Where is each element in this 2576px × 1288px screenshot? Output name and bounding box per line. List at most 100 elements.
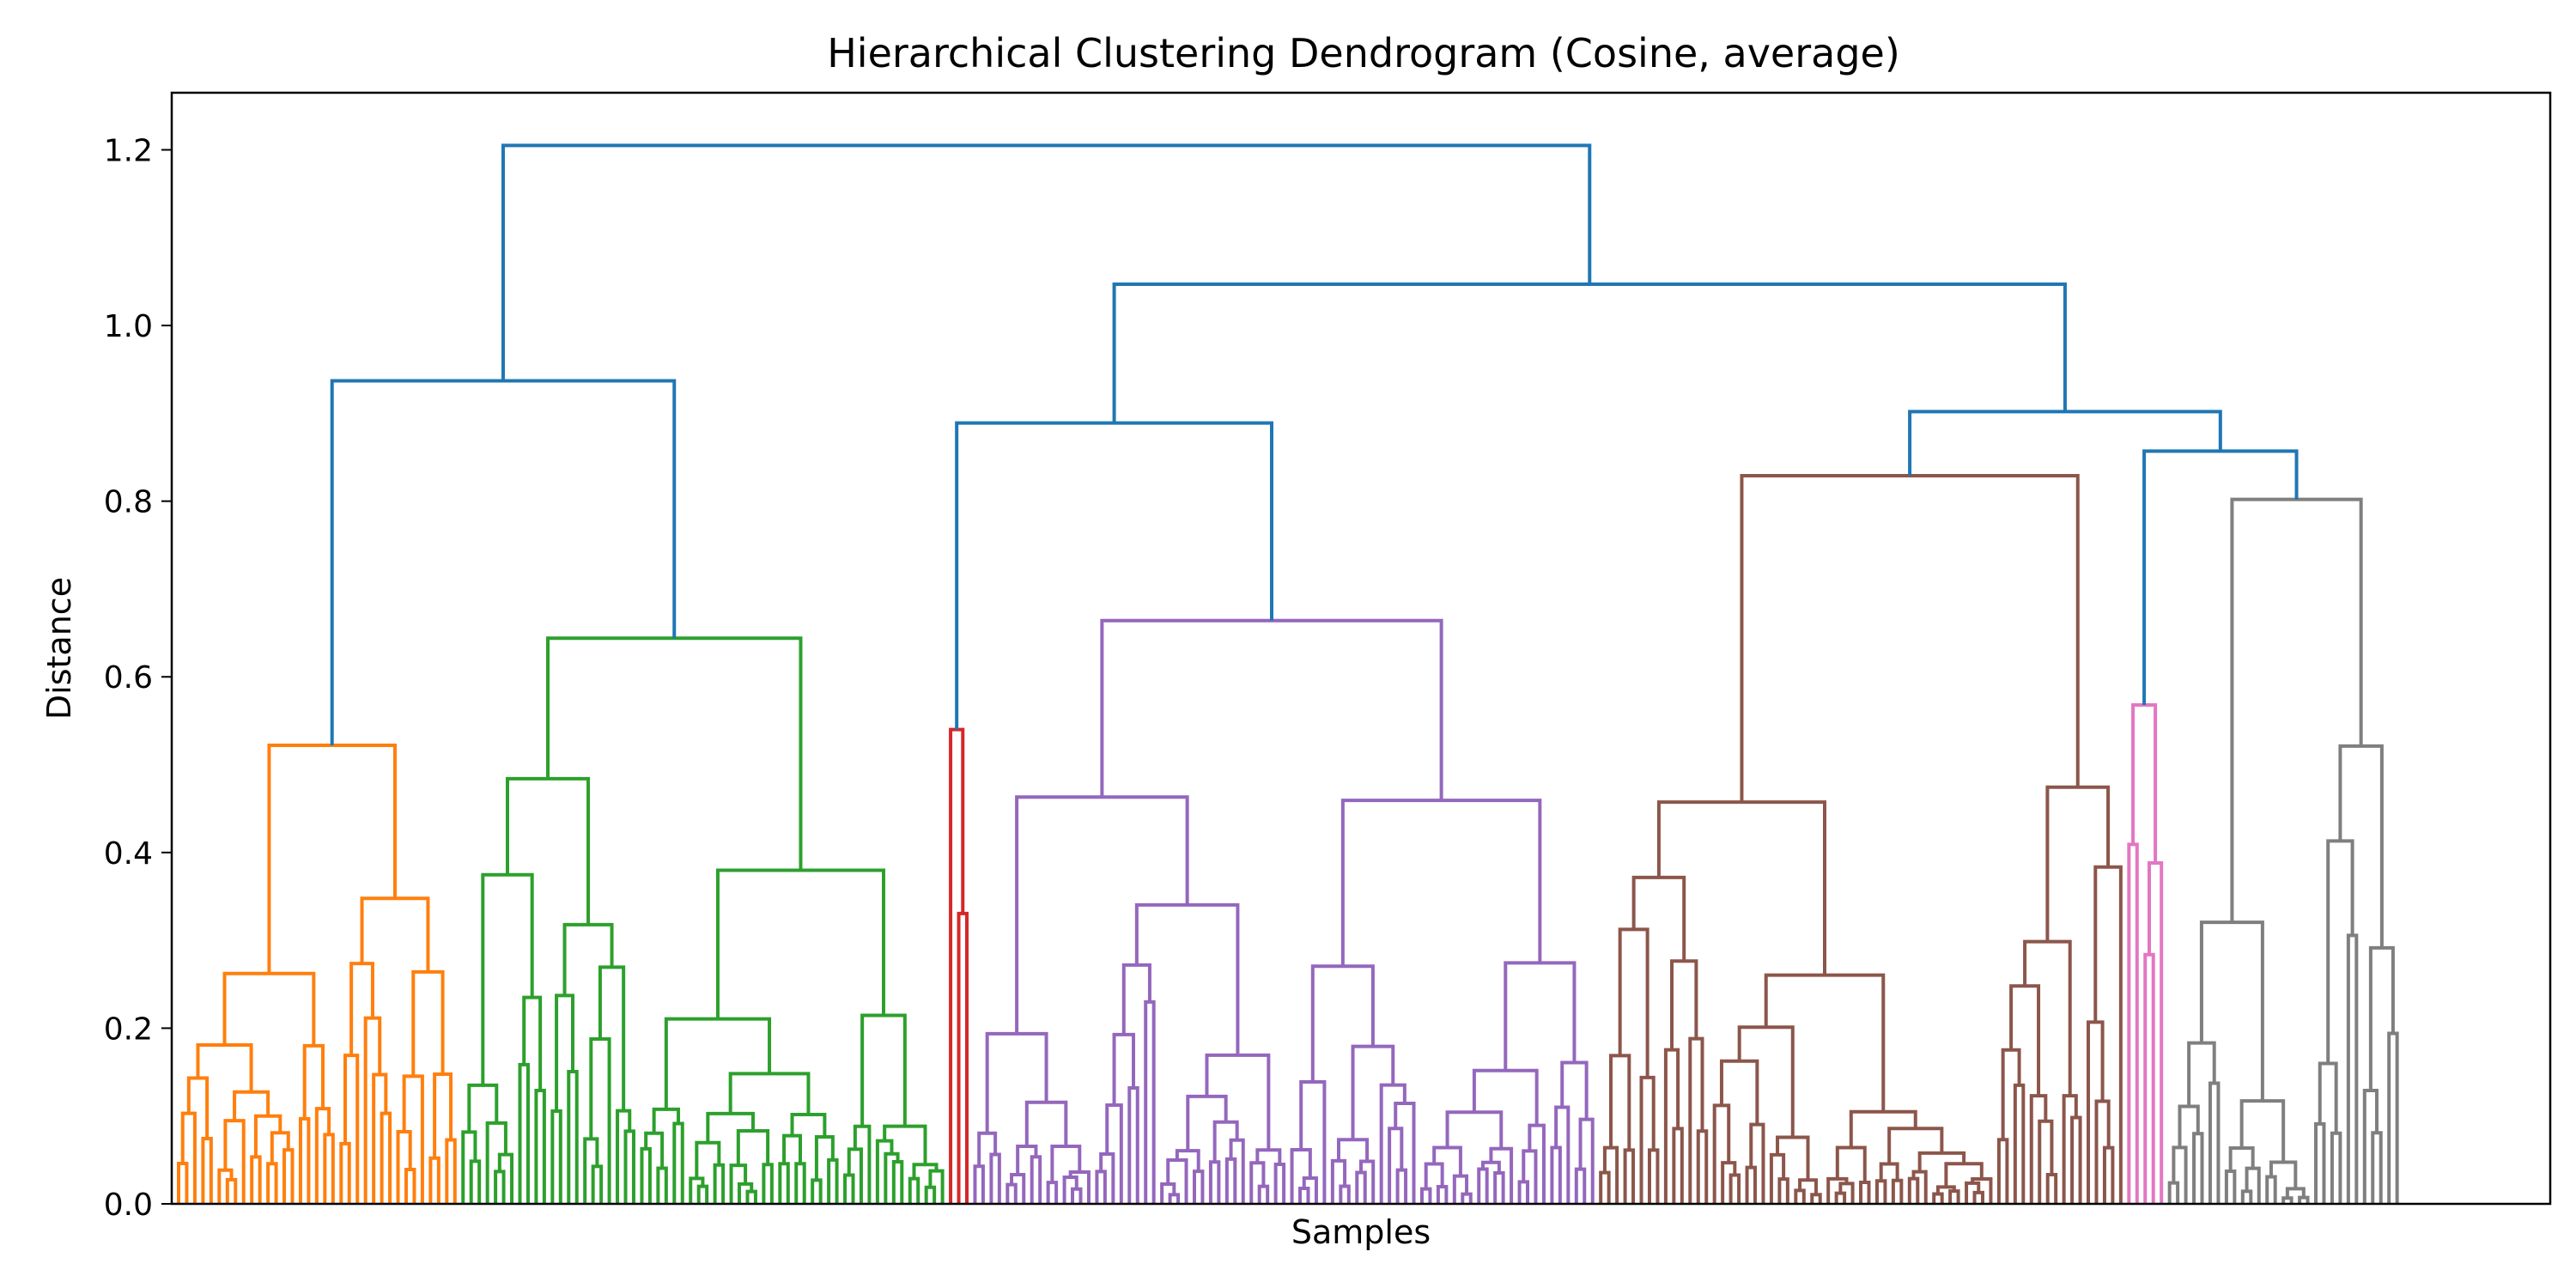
dendrogram-link xyxy=(1764,973,1886,1112)
dendrogram-link xyxy=(1212,1120,1239,1163)
y-tick-label: 0.8 xyxy=(104,485,153,520)
dendrogram-link xyxy=(298,1116,311,1204)
dendrogram-link xyxy=(2131,702,2158,863)
dendrogram-link xyxy=(1560,1060,1589,1120)
dendrogram-link xyxy=(2029,1094,2048,1204)
dendrogram-link xyxy=(2094,1099,2111,1204)
dendrogram-link xyxy=(1891,1178,1904,1204)
dendrogram-link xyxy=(494,1170,506,1204)
plot-frame xyxy=(170,91,2552,1206)
dendrogram-link xyxy=(323,1133,335,1204)
dendrogram-link xyxy=(1696,1129,1709,1204)
dendrogram-link xyxy=(497,1152,514,1204)
dendrogram-link xyxy=(623,1129,635,1204)
dendrogram-link xyxy=(652,1107,681,1133)
dendrogram-link xyxy=(1965,1181,1981,1204)
dendrogram-link xyxy=(1310,964,1375,1083)
dendrogram-link xyxy=(1911,1170,1928,1204)
dendrogram-link xyxy=(1071,1187,1083,1204)
dendrogram-link xyxy=(1599,1170,1611,1204)
dendrogram-link xyxy=(1493,1170,1505,1204)
dendrogram-link xyxy=(1359,1159,1376,1204)
dendrogram-link xyxy=(745,1189,757,1204)
dendrogram-link xyxy=(1917,1151,1966,1172)
dendrogram-link xyxy=(196,1042,253,1092)
dendrogram-link xyxy=(1016,1144,1038,1176)
dendrogram-link xyxy=(1432,1145,1462,1176)
dendrogram-link xyxy=(2318,1061,2338,1133)
dendrogram-link xyxy=(2269,1160,2298,1189)
dendrogram-link xyxy=(883,1124,927,1165)
dendrogram-link xyxy=(715,868,885,1019)
dendrogram-link xyxy=(1436,1184,1449,1204)
chart-title: Hierarchical Clustering Dendrogram (Cosi… xyxy=(827,30,1900,76)
y-tick-label: 0.6 xyxy=(104,660,153,696)
dendrogram-link xyxy=(363,1016,382,1204)
dendrogram-link xyxy=(1688,1036,1704,1204)
dendrogram-link xyxy=(1609,1054,1631,1151)
dendrogram-link xyxy=(1859,1181,1871,1204)
dendrogram-link xyxy=(696,1184,709,1204)
dendrogram-link xyxy=(1388,1127,1404,1204)
dendrogram-link xyxy=(1339,1184,1351,1204)
dendrogram-link xyxy=(794,1162,806,1204)
dendrogram-link xyxy=(908,1176,920,1204)
dendrogram-link xyxy=(1134,902,1240,1055)
dendrogram-link xyxy=(1208,1160,1221,1204)
dendrogram-link xyxy=(339,1141,351,1204)
dendrogram-link xyxy=(2245,1166,2261,1204)
dendrogram-link xyxy=(762,1163,774,1204)
dendrogram-link xyxy=(411,969,445,1077)
dendrogram-link xyxy=(360,896,430,972)
dendrogram-link xyxy=(2062,1094,2078,1204)
dendrogram-link xyxy=(843,1173,855,1204)
dendrogram-link xyxy=(1721,1161,1737,1204)
dendrogram-link xyxy=(2326,839,2354,1064)
dendrogram-link xyxy=(2045,1172,2058,1204)
dendrogram-link xyxy=(736,1128,770,1166)
dendrogram-link xyxy=(402,1074,424,1204)
dendrogram-link xyxy=(2265,1175,2277,1204)
dendrogram-link xyxy=(1728,1173,1741,1204)
dendrogram-link xyxy=(811,1178,823,1204)
dendrogram-link xyxy=(2362,1089,2379,1204)
y-tick-label: 0.0 xyxy=(104,1188,153,1223)
dendrogram-link xyxy=(616,1109,632,1204)
dendrogram-link xyxy=(1517,1180,1530,1204)
dendrogram-link xyxy=(1849,1109,1917,1148)
dendrogram-link xyxy=(467,1083,499,1133)
dendrogram-link xyxy=(1121,963,1151,1035)
dendrogram-link xyxy=(1186,1094,1228,1151)
dendrogram-link xyxy=(1477,1167,1489,1204)
dendrogram-link xyxy=(1769,1152,1786,1204)
dendrogram-link xyxy=(1160,1182,1176,1204)
dendrogram-link xyxy=(2281,1196,2293,1204)
dendrogram-link xyxy=(217,1168,234,1204)
dendrogram-link xyxy=(598,965,626,1111)
dendrogram-link xyxy=(2298,1195,2310,1204)
dendrogram-link xyxy=(1166,1157,1188,1204)
dendrogram-link xyxy=(2199,920,2264,1102)
y-tick-label: 1.2 xyxy=(104,133,153,168)
dendrogram-link xyxy=(1095,1170,1107,1204)
dendrogram-link xyxy=(2009,984,2041,1097)
dendrogram-link xyxy=(1205,1053,1271,1151)
dendrogram-link xyxy=(1062,1176,1078,1204)
dendrogram-link xyxy=(2208,1081,2221,1204)
dendrogram-link xyxy=(428,1156,440,1204)
dendrogram-link xyxy=(1935,1185,1956,1194)
dendrogram-link xyxy=(949,727,965,1204)
dendrogram-link xyxy=(501,143,1592,381)
y-tick-label: 1.0 xyxy=(104,309,153,344)
dendrogram-links xyxy=(177,143,2399,1204)
dendrogram-link xyxy=(225,1177,238,1204)
dendrogram-link xyxy=(1522,1149,1538,1204)
dendrogram-link xyxy=(955,421,1273,730)
dendrogram-link xyxy=(2070,1115,2082,1204)
dendrogram-link xyxy=(2087,1020,2105,1204)
dendrogram-link xyxy=(1175,1149,1200,1172)
dendrogram-link xyxy=(1737,1025,1795,1138)
dendrogram-link xyxy=(1749,1122,1765,1204)
dendrogram-link xyxy=(2285,1187,2306,1199)
